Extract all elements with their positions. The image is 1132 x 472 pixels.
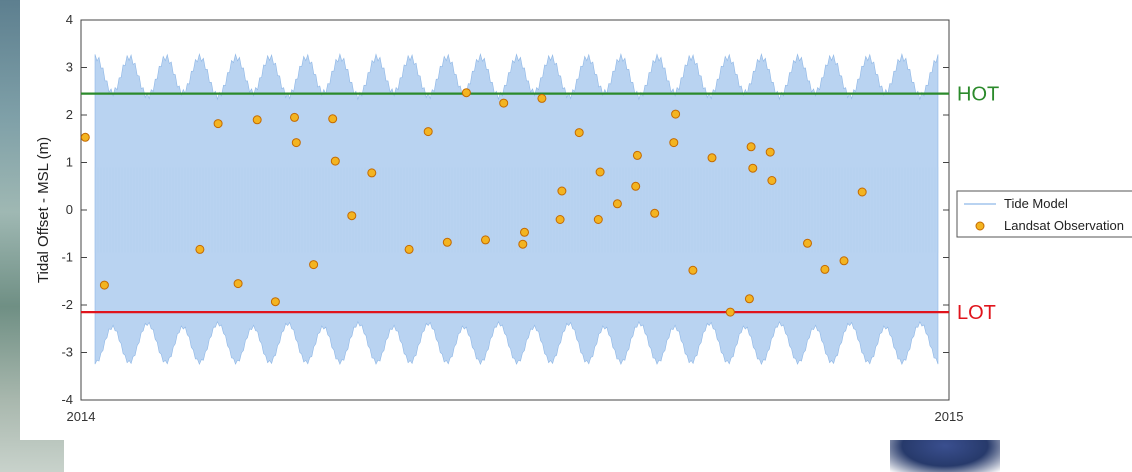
- x-tick-label: 2014: [67, 409, 96, 424]
- tide-model-envelope: [94, 53, 939, 365]
- landsat-observation-point: [291, 138, 301, 148]
- landsat-observation-point: [290, 112, 299, 122]
- landsat-observation-point: [632, 150, 642, 160]
- x-axis-ticks: 2014 2015: [67, 394, 964, 424]
- landsat-observation-point: [803, 238, 812, 248]
- landsat-observation-point: [520, 227, 529, 237]
- landsat-observation-point: [595, 167, 605, 177]
- landsat-observation-point: [213, 119, 223, 129]
- landsat-observation-point: [650, 208, 660, 218]
- landsat-observation-points: [80, 88, 867, 317]
- y-tick-label: 4: [66, 12, 73, 27]
- tidal-offset-chart: -4 -3 -2 -1 0 1 2 3 4 2014 2015 HOT LOT Tidal Offs…: [35, 12, 1132, 424]
- landsat-observation-point: [537, 93, 547, 103]
- reference-label-hot: HOT: [957, 84, 999, 106]
- y-axis-label: Tidal Offset - MSL (m): [35, 137, 52, 283]
- reference-label-lot: LOT: [957, 302, 996, 324]
- y-tick-label: -1: [61, 250, 73, 265]
- landsat-observation-point: [574, 128, 584, 138]
- landsat-observation-point: [765, 147, 775, 157]
- landsat-observation-point: [80, 132, 90, 142]
- landsat-observation-point: [442, 237, 452, 247]
- landsat-observation-point: [330, 156, 340, 166]
- y-axis-ticks: -4 -3 -2 -1 0 1 2 3 4: [61, 12, 949, 407]
- landsat-observation-point: [671, 109, 681, 119]
- landsat-observation-point: [593, 215, 603, 224]
- landsat-observation-point: [518, 239, 528, 249]
- legend-label-landsat-observation: Landsat Observation: [1004, 218, 1124, 233]
- legend-box: [956, 190, 1132, 238]
- landsat-observation-point: [499, 98, 509, 108]
- landsat-observation-point: [820, 264, 830, 274]
- legend-label-tide-model: Tide Model: [1004, 196, 1068, 211]
- chart-legend: Tide Model Landsat Observation: [956, 190, 1132, 238]
- y-tick-label: -4: [61, 392, 73, 407]
- y-tick-label: -3: [61, 345, 73, 360]
- landsat-observation-point: [748, 163, 758, 173]
- landsat-observation-point: [481, 235, 490, 245]
- landsat-observation-point: [423, 127, 433, 137]
- y-tick-label: 2: [66, 107, 73, 122]
- landsat-observation-point: [195, 244, 205, 254]
- landsat-observation-point: [555, 215, 565, 224]
- landsat-observation-point: [309, 260, 319, 270]
- figure-panel: -4 -3 -2 -1 0 1 2 3 4 2014 2015 HOT LOT Tidal Offs…: [20, 0, 1132, 440]
- landsat-observation-point: [612, 199, 622, 209]
- landsat-observation-point: [347, 211, 357, 221]
- landsat-observation-point: [669, 138, 679, 148]
- landsat-observation-point: [233, 279, 243, 289]
- landsat-observation-point: [725, 307, 735, 317]
- legend-swatch-landsat-observation: [975, 221, 985, 231]
- y-tick-label: 3: [66, 60, 73, 75]
- y-tick-label: -2: [61, 297, 73, 312]
- landsat-observation-point: [328, 114, 338, 124]
- landsat-observation-point: [744, 294, 754, 304]
- tide-model-band: [94, 53, 939, 365]
- landsat-observation-point: [404, 244, 414, 254]
- landsat-observation-point: [367, 168, 377, 178]
- landsat-observation-point: [270, 297, 280, 307]
- landsat-observation-point: [631, 181, 641, 191]
- x-tick-label: 2015: [935, 409, 964, 424]
- landsat-observation-point: [707, 153, 717, 163]
- landsat-observation-point: [557, 186, 567, 196]
- landsat-observation-point: [767, 176, 777, 185]
- reference-lines: HOT LOT: [81, 84, 999, 324]
- landsat-observation-point: [746, 142, 756, 152]
- landsat-observation-point: [99, 280, 109, 290]
- landsat-observation-point: [839, 256, 849, 266]
- landsat-observation-point: [461, 88, 471, 98]
- y-tick-label: 0: [66, 202, 73, 217]
- landsat-observation-point: [252, 115, 262, 125]
- y-tick-label: 1: [66, 155, 73, 170]
- landsat-observation-point: [857, 187, 867, 197]
- landsat-observation-point: [688, 265, 698, 275]
